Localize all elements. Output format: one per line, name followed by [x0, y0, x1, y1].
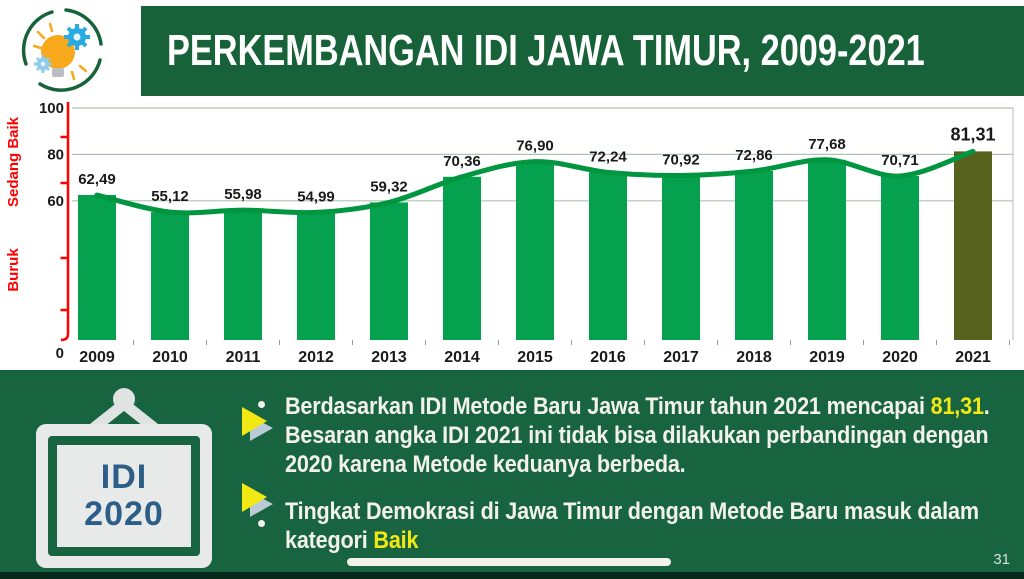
x-label-2019: 2019 — [809, 349, 845, 366]
value-label-2017: 70,92 — [662, 152, 700, 169]
value-label-2011: 55,98 — [224, 186, 262, 203]
x-label-2012: 2012 — [298, 349, 334, 366]
highlighted-text: Baik — [373, 527, 419, 554]
arrow-bullet-icon — [242, 483, 273, 517]
lightbulb-gear-icon — [21, 8, 103, 92]
bullet-item-1: Berdasarkan IDI Metode Baru Jawa Timur t… — [238, 390, 1024, 479]
slide-title: PERKEMBANGAN IDI JAWA TIMUR, 2009-2021 — [167, 26, 925, 75]
highlighted-text: 81,31 — [930, 393, 984, 420]
y-band-label: Buruk — [5, 248, 22, 292]
bar-2012 — [297, 212, 335, 340]
bar-2019 — [808, 159, 846, 340]
value-label-2009: 62,49 — [78, 171, 116, 188]
page-number: 31 — [993, 551, 1010, 568]
x-label-2017: 2017 — [663, 349, 699, 366]
bar-2015 — [516, 161, 554, 340]
idi-2020-sign: IDI 2020 — [36, 386, 212, 568]
bar-2018 — [735, 171, 773, 340]
bar-2011 — [224, 210, 262, 340]
bullet-segment: Besaran angka IDI 2021 ini tidak bisa di… — [285, 422, 989, 449]
x-label-2009: 2009 — [79, 349, 115, 366]
value-label-2013: 59,32 — [370, 178, 408, 195]
value-label-2010: 55,12 — [151, 188, 189, 205]
x-label-2021: 2021 — [955, 349, 991, 366]
bullet-dot — [258, 520, 265, 527]
value-label-2019: 77,68 — [808, 136, 846, 153]
bullet-segment: Berdasarkan IDI Metode Baru Jawa Timur t… — [285, 393, 931, 420]
value-label-2020: 70,71 — [881, 152, 919, 169]
value-label-2014: 70,36 — [443, 153, 481, 170]
idea-lightbulb-logo — [10, 2, 114, 96]
y-tick-label-100: 100 — [39, 100, 64, 117]
x-label-2016: 2016 — [590, 349, 626, 366]
header-band: PERKEMBANGAN IDI JAWA TIMUR, 2009-2021 — [141, 6, 1024, 96]
bar-2020 — [881, 176, 919, 340]
value-label-2016: 72,24 — [589, 148, 627, 165]
sign-inner-border: IDI 2020 — [48, 436, 200, 556]
value-label-2018: 72,86 — [735, 147, 773, 164]
x-label-2014: 2014 — [444, 349, 480, 366]
trend-line — [94, 148, 976, 216]
sign-text: IDI 2020 — [84, 459, 164, 533]
bar-2016 — [589, 172, 627, 340]
x-label-2020: 2020 — [882, 349, 918, 366]
value-label-2012: 54,99 — [297, 188, 335, 205]
decorative-underline — [347, 558, 671, 566]
bar-2009 — [78, 195, 116, 340]
value-label-2015: 76,90 — [516, 138, 554, 155]
sign-line1: IDI — [100, 458, 148, 496]
arrow-bullet-icon — [242, 407, 273, 441]
x-label-2010: 2010 — [152, 349, 188, 366]
bullet-segment: . — [983, 393, 990, 420]
sign-line2: 2020 — [84, 495, 164, 533]
x-label-2018: 2018 — [736, 349, 772, 366]
bottom-panel: IDI 2020 Berdasarkan IDI Metode Baru Jaw… — [0, 370, 1024, 579]
x-label-2013: 2013 — [371, 349, 407, 366]
y-tick-label-80: 80 — [47, 146, 64, 163]
idi-bar-chart: 100 80 60 0 Sedang Baik Buruk 62,49 55,12 55,98 5… — [5, 100, 1014, 366]
y-axis-line — [60, 102, 70, 342]
value-label-2021: 81,31 — [950, 124, 995, 144]
bullet-item-2: Tingkat Demokrasi di Jawa Timur dengan M… — [238, 480, 1024, 555]
bullet-text: Tingkat Demokrasi di Jawa Timur dengan M… — [285, 480, 1024, 555]
bar-2017 — [662, 175, 700, 340]
y-band-label: Sedang Baik — [5, 116, 22, 207]
bullet-segment: Tingkat Demokrasi di Jawa Timur dengan M… — [285, 498, 979, 525]
bar-2014 — [443, 176, 481, 340]
x-label-2015: 2015 — [517, 349, 553, 366]
bar-2021 — [954, 151, 992, 340]
bullet-segment: 2020 karena Metode keduanya berbeda. — [285, 451, 686, 478]
bullet-segment: kategori — [285, 527, 374, 554]
y-tick-label-60: 60 — [47, 193, 64, 210]
bar-2013 — [370, 202, 408, 340]
sign-frame: IDI 2020 — [36, 424, 212, 568]
bar-2010 — [151, 212, 189, 340]
bullet-dot — [258, 401, 265, 408]
y-tick-label-0: 0 — [56, 345, 64, 362]
x-label-2011: 2011 — [226, 349, 261, 366]
bullet-text: Berdasarkan IDI Metode Baru Jawa Timur t… — [285, 390, 1024, 479]
